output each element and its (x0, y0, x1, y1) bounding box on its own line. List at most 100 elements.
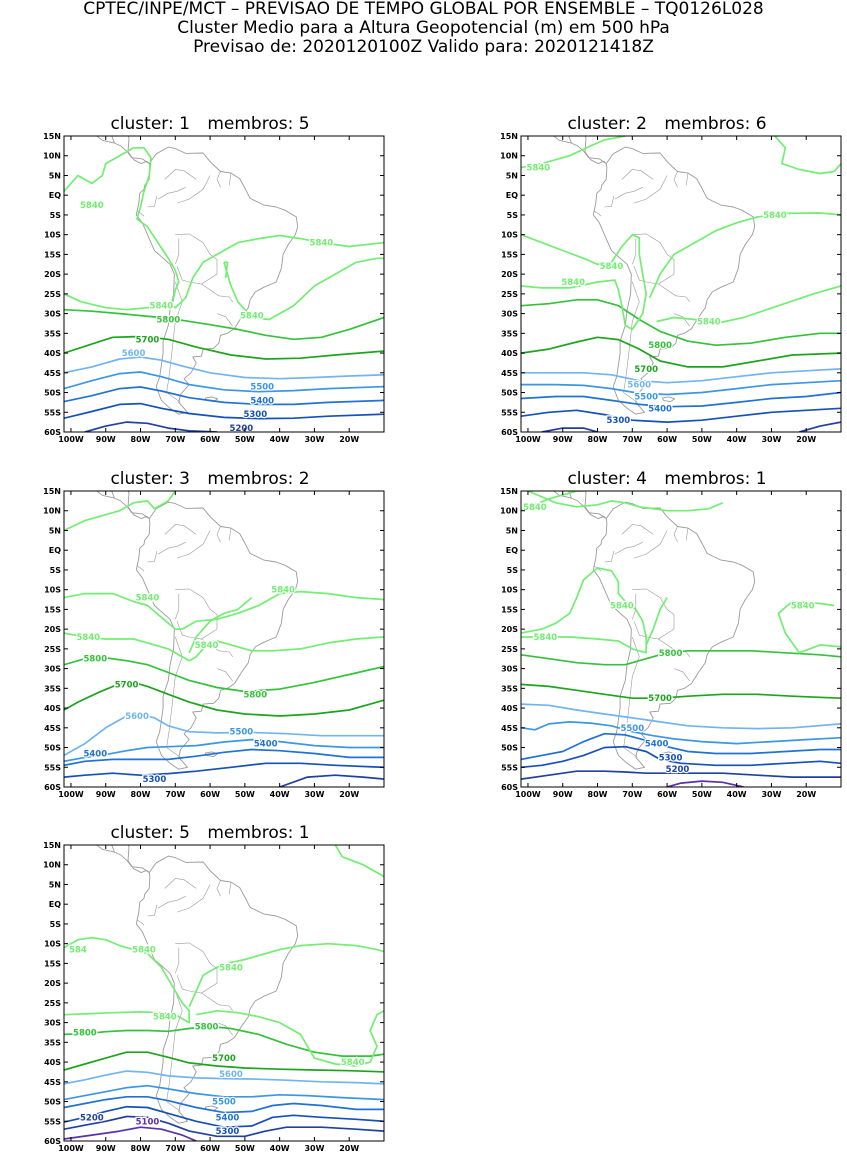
contour-label-5500: 5500 (634, 392, 658, 402)
country-border (157, 542, 186, 555)
contour-5200 (521, 770, 841, 780)
lat-label: 30S (44, 1019, 61, 1028)
country-border (176, 530, 211, 559)
map-plot-area: 5840 5840 5840 5840 584 5800 5800 5700 5600 5500 5… (64, 845, 384, 1141)
contour-label-5840: 5840 (310, 239, 334, 249)
lat-label: EQ (506, 191, 518, 200)
lon-label: 90W (96, 1144, 116, 1153)
contour-5800 (521, 298, 841, 347)
contour-label-5840: 5840 (132, 946, 156, 956)
contour-5400 (64, 386, 384, 406)
contour-5500 (64, 1084, 384, 1101)
map-plot-area: 5840 5840 5840 5840 5800 5700 5600 5500 5400 5300… (64, 136, 384, 432)
lat-label: 60S (501, 783, 518, 792)
contour-5600 (64, 713, 384, 757)
lat-label: 50S (501, 389, 518, 398)
lat-label: 40S (44, 349, 61, 358)
lon-label: 70W (165, 1144, 185, 1153)
contour-5840 (521, 491, 584, 512)
contour-label-5500: 5500 (250, 383, 274, 393)
lat-label: 20S (44, 270, 61, 279)
lat-label: 50S (44, 389, 61, 398)
contour-label-5600: 5600 (627, 381, 651, 391)
country-border (604, 550, 615, 563)
lat-label: 10S (501, 231, 518, 240)
geopotential-map: 5840584058405840580058005700560055005400… (43, 487, 385, 799)
contour-5840 (521, 136, 626, 169)
contour-5840 (64, 146, 384, 309)
cluster-panel-4: cluster: 4 membros: 1 5840 5840 5840 5840 58… (487, 469, 847, 799)
contour-label-5840: 5840 (523, 503, 547, 513)
lat-label: 10N (43, 507, 61, 516)
country-border (175, 942, 218, 984)
contour-label-5400: 5400 (216, 1113, 240, 1123)
lat-label: 35S (44, 684, 61, 693)
lat-label: 30S (501, 665, 518, 674)
plot-frame (63, 490, 385, 788)
country-border (614, 187, 643, 200)
contour-label-5840: 5840 (150, 302, 174, 312)
header-line-1: CPTEC/INPE/MCT – PREVISAO DE TEMPO GLOBA… (83, 0, 764, 19)
lon-label: 40W (270, 435, 290, 444)
contour-5400 (521, 391, 841, 408)
lat-label: 10N (43, 152, 61, 161)
contour-5840 (223, 257, 384, 321)
lat-label: 45S (44, 1078, 61, 1087)
lat-label: 40S (501, 704, 518, 713)
map-plot-area: 5840584058405840580058005700560055005400… (64, 491, 384, 787)
lat-label: EQ (49, 900, 61, 909)
plot-frame (63, 135, 385, 433)
lat-label: 45S (44, 724, 61, 733)
lon-label: 100W (58, 1144, 84, 1153)
country-border (673, 313, 690, 327)
contour-label-5840: 5840 (219, 963, 243, 973)
country-border (685, 173, 689, 186)
contour-label-5400: 5400 (83, 749, 107, 759)
country-border (632, 238, 637, 265)
contour-label-5400: 5400 (254, 740, 278, 750)
contour-label-5840: 5840 (240, 312, 264, 322)
contour-5840 (774, 136, 841, 175)
country-border (623, 281, 640, 403)
contour-label-5200: 5200 (666, 765, 690, 775)
contour-label-5400: 5400 (648, 404, 672, 414)
lat-label: 40S (44, 704, 61, 713)
lat-label: 55S (501, 763, 518, 772)
lat-label: 30S (44, 665, 61, 674)
lon-label: 60W (200, 1144, 220, 1153)
contour-5700 (64, 335, 384, 360)
contour-5840 (64, 936, 191, 1024)
contour-label-5600: 5600 (219, 1070, 243, 1080)
contour-5500 (521, 721, 841, 745)
country-border (673, 171, 678, 188)
lat-label: 40S (501, 349, 518, 358)
contour-5600 (64, 356, 384, 380)
contour-label-5500: 5500 (620, 724, 644, 734)
lon-label: 20W (339, 1144, 359, 1153)
lat-label: 15S (44, 605, 61, 614)
contour-5400 (64, 748, 384, 767)
coastline (96, 136, 115, 144)
lon-label: 60W (657, 790, 677, 799)
contour-5300 (64, 402, 384, 420)
country-border (147, 195, 158, 208)
lat-label: 5N (49, 880, 61, 889)
lat-label: 15N (43, 487, 61, 496)
country-border (632, 233, 675, 275)
coastline (568, 136, 607, 165)
country-border (593, 210, 602, 217)
contour-label-5400: 5400 (250, 396, 274, 406)
cluster-label: cluster: 3 (110, 469, 190, 489)
lat-label: 50S (44, 1098, 61, 1107)
coastline (96, 491, 115, 499)
contour-label-5600: 5600 (125, 712, 149, 722)
coastline (111, 845, 150, 874)
contour-label-5840: 5840 (561, 278, 585, 288)
country-border (176, 884, 211, 913)
contour-5840 (64, 632, 384, 662)
country-border (201, 283, 233, 302)
country-border (216, 668, 233, 682)
lon-label: 90W (553, 790, 573, 799)
country-border (228, 882, 232, 895)
lon-label: 40W (270, 790, 290, 799)
